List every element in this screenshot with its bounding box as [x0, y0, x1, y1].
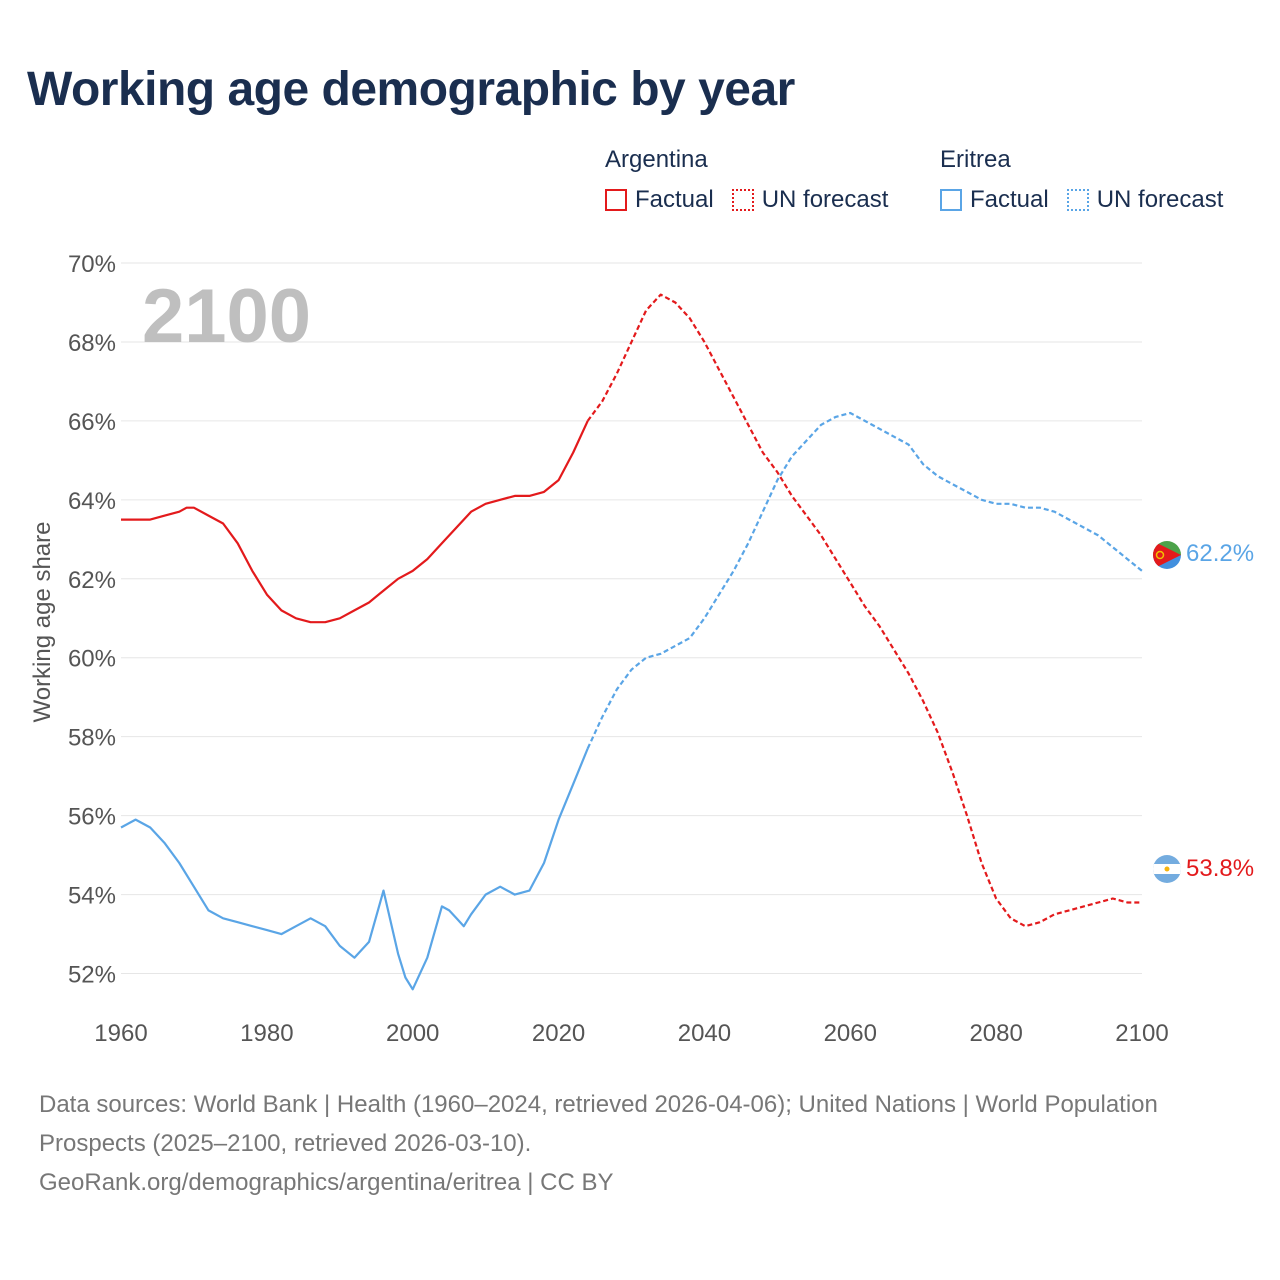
footer: Data sources: World Bank | Health (1960–… — [39, 1085, 1239, 1202]
chart-plot-area: 52% 54% 56% 58% 60% 62% 64% 66% 68% 70% 1960 1980 2… — [29, 251, 1254, 1047]
legend-swatch-solid — [605, 189, 627, 211]
y-axis: 52% 54% 56% 58% 60% 62% 64% 66% 68% 70% — [68, 251, 116, 989]
legend-group-argentina: Argentina Factual UN forecast — [605, 144, 888, 214]
x-tick-label: 1980 — [240, 1020, 293, 1047]
y-tick-label: 70% — [68, 251, 116, 278]
legend-eritrea-factual[interactable]: Factual — [940, 186, 1049, 214]
y-tick-label: 68% — [68, 330, 116, 357]
legend-argentina-forecast[interactable]: UN forecast — [731, 186, 889, 214]
x-tick-label: 2100 — [1115, 1020, 1168, 1047]
argentina-flag — [1153, 855, 1181, 883]
y-tick-label: 54% — [68, 883, 116, 910]
x-tick-label: 1960 — [94, 1020, 147, 1047]
x-tick-label: 2060 — [824, 1020, 877, 1047]
legend-group-title: Eritrea — [940, 146, 1011, 173]
argentina-forecast-line — [586, 293, 1142, 928]
y-tick-label: 60% — [68, 646, 116, 673]
legend-swatch-dotted — [1066, 189, 1089, 211]
y-tick-label: 58% — [68, 725, 116, 752]
eritrea-forecast-line — [586, 411, 1143, 749]
x-tick-label: 2040 — [678, 1020, 731, 1047]
argentina-end-value: 53.8% — [1186, 855, 1254, 882]
data-sources-text: Data sources: World Bank | Health (1960–… — [39, 1091, 1158, 1157]
x-axis: 1960 1980 2000 2020 2040 2060 2080 2100 — [94, 1020, 1168, 1047]
y-tick-label: 62% — [68, 567, 116, 594]
x-tick-label: 2080 — [969, 1020, 1022, 1047]
y-tick-label: 64% — [68, 488, 116, 515]
legend-item-label: UN forecast — [761, 186, 889, 213]
x-tick-label: 2020 — [532, 1020, 585, 1047]
eritrea-end-value: 62.2% — [1186, 540, 1254, 567]
argentina-factual-line — [121, 420, 589, 624]
legend-group-eritrea: Eritrea Factual UN forecast — [940, 144, 1223, 214]
current-year-label: 2100 — [142, 274, 311, 359]
legend-item-label: UN forecast — [1096, 186, 1224, 213]
legend-swatch-dotted — [731, 189, 754, 211]
legend-group-title: Argentina — [605, 146, 708, 173]
chart-title: Working age demographic by year — [27, 63, 795, 116]
y-tick-label: 56% — [68, 804, 116, 831]
eritrea-factual-line — [120, 748, 589, 991]
y-tick-label: 66% — [68, 409, 116, 436]
attribution-link[interactable]: GeoRank.org/demographics/argentina/eritr… — [39, 1169, 614, 1196]
legend-argentina-factual[interactable]: Factual — [605, 186, 714, 214]
gridlines — [121, 262, 1142, 975]
y-axis-title: Working age share — [29, 522, 56, 723]
legend-item-label: Factual — [635, 186, 714, 213]
eritrea-flag — [1153, 541, 1181, 569]
legend-swatch-solid — [940, 189, 962, 211]
legend-item-label: Factual — [970, 186, 1049, 213]
x-tick-label: 2000 — [386, 1020, 439, 1047]
series-lines — [120, 293, 1143, 991]
y-tick-label: 52% — [68, 962, 116, 989]
legend-eritrea-forecast[interactable]: UN forecast — [1066, 186, 1224, 214]
